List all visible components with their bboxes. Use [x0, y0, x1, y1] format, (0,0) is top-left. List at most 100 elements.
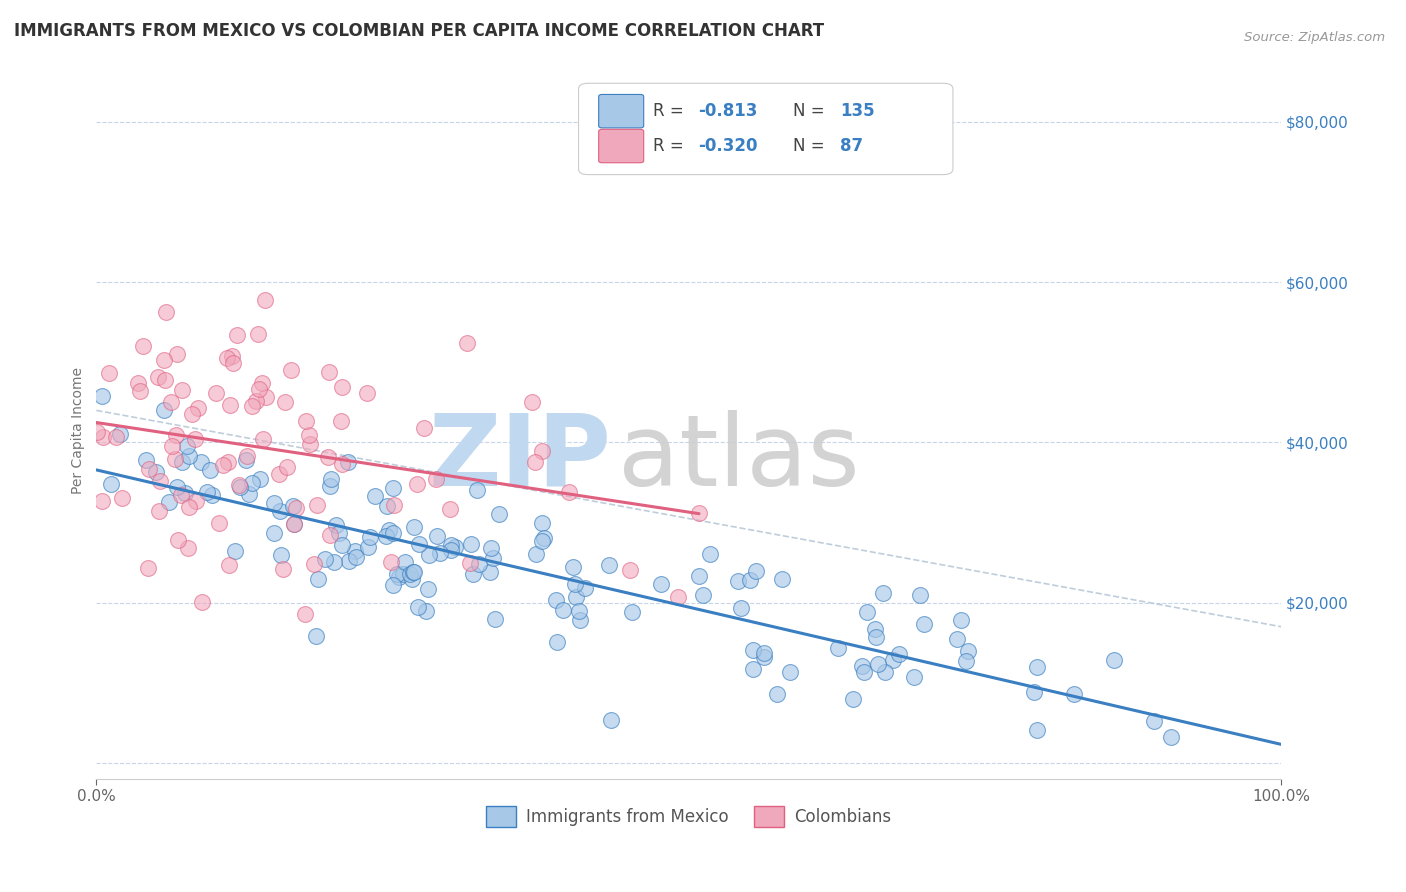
- Point: [392, 566, 415, 581]
- Point: [153, 373, 176, 387]
- Point: [298, 427, 321, 442]
- Point: [402, 520, 425, 534]
- Point: [307, 572, 329, 586]
- Point: [444, 540, 467, 554]
- Point: [238, 487, 260, 501]
- Point: [128, 384, 150, 399]
- Point: [598, 558, 620, 572]
- Point: [484, 611, 506, 625]
- Point: [692, 588, 714, 602]
- Point: [242, 399, 264, 413]
- Point: [855, 605, 877, 619]
- Point: [280, 363, 302, 377]
- Point: [344, 550, 367, 565]
- Point: [294, 414, 316, 428]
- Point: [285, 500, 308, 515]
- Point: [247, 326, 270, 341]
- Point: [650, 577, 672, 591]
- Point: [882, 653, 904, 667]
- Point: [217, 351, 239, 366]
- Point: [378, 523, 401, 537]
- Point: [1102, 653, 1125, 667]
- Point: [181, 407, 204, 421]
- Point: [91, 389, 114, 403]
- Point: [408, 536, 430, 550]
- Point: [955, 654, 977, 668]
- Point: [1063, 687, 1085, 701]
- Text: -0.813: -0.813: [699, 103, 758, 120]
- Point: [568, 604, 591, 618]
- Point: [770, 572, 793, 586]
- Point: [406, 599, 429, 614]
- Point: [546, 635, 568, 649]
- Text: 87: 87: [841, 137, 863, 155]
- Point: [184, 494, 207, 508]
- Point: [218, 558, 240, 572]
- Point: [149, 475, 172, 489]
- Point: [184, 432, 207, 446]
- Point: [97, 366, 120, 380]
- Point: [166, 480, 188, 494]
- Point: [364, 489, 387, 503]
- Point: [235, 453, 257, 467]
- Point: [412, 421, 434, 435]
- Point: [135, 453, 157, 467]
- Point: [252, 432, 274, 446]
- Point: [956, 644, 979, 658]
- Text: 135: 135: [841, 103, 875, 120]
- Point: [460, 537, 482, 551]
- Point: [221, 349, 243, 363]
- Point: [283, 517, 305, 532]
- Point: [374, 528, 396, 542]
- Point: [145, 466, 167, 480]
- Point: [910, 588, 932, 602]
- Point: [524, 547, 547, 561]
- Point: [482, 551, 505, 566]
- Point: [274, 395, 297, 409]
- Point: [195, 484, 218, 499]
- Point: [330, 380, 353, 394]
- Point: [688, 569, 710, 583]
- Point: [357, 540, 380, 554]
- Point: [699, 547, 721, 561]
- Point: [319, 479, 342, 493]
- Point: [254, 391, 277, 405]
- Point: [394, 556, 416, 570]
- Point: [236, 449, 259, 463]
- Point: [177, 500, 200, 514]
- Point: [273, 562, 295, 576]
- Point: [1025, 723, 1047, 738]
- Point: [558, 484, 581, 499]
- Point: [163, 452, 186, 467]
- Point: [488, 508, 510, 522]
- Point: [544, 592, 567, 607]
- Point: [136, 560, 159, 574]
- Point: [399, 567, 422, 582]
- Point: [666, 590, 689, 604]
- Point: [401, 572, 423, 586]
- Point: [319, 472, 342, 486]
- Point: [533, 531, 555, 545]
- Point: [299, 437, 322, 451]
- Point: [219, 398, 242, 412]
- Point: [307, 498, 329, 512]
- Point: [330, 414, 353, 428]
- Point: [730, 601, 752, 615]
- Point: [146, 370, 169, 384]
- Point: [1025, 659, 1047, 673]
- FancyBboxPatch shape: [599, 129, 644, 162]
- Point: [249, 471, 271, 485]
- Point: [468, 558, 491, 572]
- Point: [779, 665, 801, 680]
- Text: R =: R =: [654, 103, 683, 120]
- Point: [167, 533, 190, 547]
- Point: [827, 640, 849, 655]
- Point: [330, 538, 353, 552]
- Point: [160, 439, 183, 453]
- Text: atlas: atlas: [617, 409, 859, 507]
- Point: [752, 646, 775, 660]
- Point: [418, 548, 440, 562]
- Legend: Immigrants from Mexico, Colombians: Immigrants from Mexico, Colombians: [479, 799, 898, 833]
- Point: [177, 449, 200, 463]
- Point: [100, 476, 122, 491]
